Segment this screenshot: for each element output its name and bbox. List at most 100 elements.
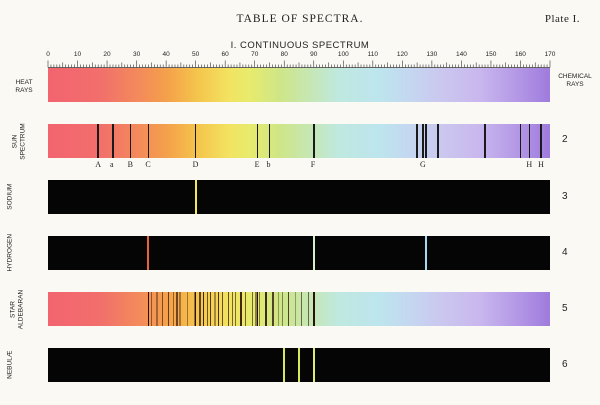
hydrogen-emission-line [147, 236, 150, 270]
scale-tick-label: 40 [162, 51, 170, 58]
scale-tick-label: 100 [337, 51, 349, 58]
aldebaran-absorption-line [240, 292, 242, 326]
scale-tick-label: 110 [367, 51, 378, 58]
aldebaran-absorption-line [251, 292, 254, 326]
aldebaran-spectrum-band [48, 292, 550, 326]
scale-tick-label: 10 [73, 51, 82, 58]
aldebaran-absorption-line [295, 292, 297, 326]
fraunhofer-label: D [192, 160, 199, 169]
hydrogen-emission-line [312, 236, 315, 270]
aldebaran-absorption-line [194, 292, 197, 326]
aldebaran-absorption-line [150, 292, 153, 326]
fraunhofer-line [129, 124, 132, 158]
fraunhofer-label: F [310, 160, 316, 169]
aldebaran-absorption-line [210, 292, 212, 326]
continuous-spectrum-band [48, 68, 550, 102]
aldebaran-absorption-line [147, 292, 150, 326]
heat-rays-label: HEAT RAYS [15, 79, 33, 94]
scale-tick-label: 140 [455, 51, 467, 58]
scale-tick-label: 30 [132, 51, 141, 58]
spectrum-number-3: 3 [562, 191, 568, 202]
sun-absorption-line [425, 124, 427, 158]
hydrogen-emission-line [424, 236, 428, 270]
fraunhofer-label: B [127, 160, 134, 169]
aldebaran-label: STAR ALDEBARAN [9, 289, 25, 330]
nebulae-emission-line [297, 348, 301, 382]
scale-tick-label: 130 [426, 51, 438, 58]
fraunhofer-line [268, 124, 271, 158]
aldebaran-absorption-line [287, 292, 290, 326]
scale-tick-label: 50 [192, 51, 200, 58]
aldebaran-absorption-line [234, 292, 237, 326]
scale-tick-label: 20 [103, 51, 111, 58]
aldebaran-absorption-line [179, 292, 182, 326]
scale-tick-label: 170 [544, 51, 556, 58]
fraunhofer-line [147, 124, 150, 158]
fraunhofer-line [256, 124, 259, 158]
sodium-emission-line [194, 180, 197, 214]
aldebaran-absorption-line [214, 292, 216, 326]
aldebaran-absorption-line [155, 292, 158, 326]
sodium-label: SODIUM [6, 183, 14, 210]
scale-tick-label: 90 [310, 51, 318, 58]
aldebaran-absorption-line [277, 292, 279, 326]
aldebaran-absorption-line [312, 292, 315, 326]
nebulae-emission-line [283, 348, 286, 382]
scale-tick-label: 80 [280, 51, 288, 58]
aldebaran-absorption-line [258, 292, 261, 326]
sun-absorption-line [519, 124, 522, 158]
fraunhofer-line [112, 124, 114, 158]
aldebaran-absorption-line [202, 292, 205, 326]
fraunhofer-label: a [109, 160, 114, 169]
aldebaran-absorption-line [206, 292, 208, 326]
scale-tick-label: 160 [515, 51, 526, 58]
aldebaran-absorption-line [218, 292, 220, 326]
scale-tick-label: 60 [221, 51, 229, 58]
aldebaran-absorption-line [168, 292, 169, 326]
aldebaran-absorption-line [161, 292, 163, 326]
aldebaran-absorption-line [228, 292, 230, 326]
hydrogen-label: HYDROGEN [6, 233, 14, 272]
sun-spectrum-band [48, 124, 550, 158]
continuous-spectrum-title: I. CONTINUOUS SPECTRUM [230, 40, 370, 51]
fraunhofer-line [540, 124, 542, 158]
nebulae-emission-line [312, 348, 315, 382]
scale-tick-label: 120 [396, 51, 408, 58]
aldebaran-absorption-line [232, 292, 233, 326]
scale-tick-label: 150 [485, 51, 497, 58]
spectrum-number-4: 4 [562, 247, 568, 258]
scale-tick-label: 0 [46, 51, 50, 58]
spectrum-number-5: 5 [562, 303, 568, 314]
fraunhofer-line [97, 124, 99, 158]
fraunhofer-label: G [420, 160, 426, 169]
aldebaran-absorption-line [245, 292, 247, 326]
page-title: TABLE OF SPECTRA. [236, 13, 364, 25]
fraunhofer-line [194, 124, 197, 158]
fraunhofer-line [528, 124, 531, 158]
fraunhofer-label: b [266, 160, 271, 169]
chemical-rays-label: CHEMICAL RAYS [558, 73, 592, 88]
aldebaran-absorption-line [265, 292, 268, 326]
aldebaran-absorption-line [186, 292, 189, 326]
aldebaran-absorption-line [256, 292, 259, 326]
aldebaran-absorption-line [221, 292, 224, 326]
spectrum-number-6: 6 [562, 359, 568, 370]
sun-absorption-line [484, 124, 486, 158]
aldebaran-absorption-line [272, 292, 274, 326]
aldebaran-absorption-line [194, 292, 196, 326]
sun-spectrum-label: SUN SPECTRUM [11, 123, 27, 160]
plate-number: Plate I. [544, 13, 580, 25]
fraunhofer-line [312, 124, 315, 158]
fraunhofer-label: E [254, 160, 260, 169]
fraunhofer-label: H [538, 160, 544, 169]
fraunhofer-label: A [95, 160, 101, 169]
scale-tick-label: 70 [251, 51, 259, 58]
hydrogen-spectrum-band [48, 236, 550, 270]
nebulae-label: NEBULÆ [6, 350, 14, 379]
nebulae-spectrum-band [48, 348, 550, 382]
spectrum-number-2: 2 [562, 134, 568, 145]
aldebaran-absorption-line [307, 292, 310, 326]
aldebaran-absorption-line [282, 292, 284, 326]
fraunhofer-label: C [145, 160, 151, 169]
